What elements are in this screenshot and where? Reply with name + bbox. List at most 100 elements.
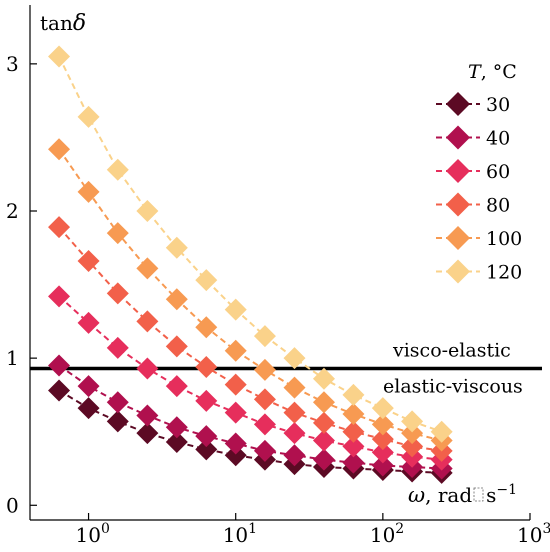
data-point bbox=[312, 448, 335, 471]
series-100 bbox=[48, 138, 453, 452]
legend-marker bbox=[446, 226, 470, 250]
data-point bbox=[48, 285, 71, 308]
data-point bbox=[77, 250, 100, 273]
data-point bbox=[283, 376, 306, 399]
data-point bbox=[312, 391, 335, 414]
series-120 bbox=[48, 45, 453, 443]
x-tick-label: 103 bbox=[517, 521, 550, 547]
data-point bbox=[342, 383, 365, 406]
x-tick-label: 101 bbox=[223, 521, 257, 547]
y-tick-label: 3 bbox=[6, 52, 19, 76]
series-80 bbox=[48, 216, 453, 462]
x-axis-title-dot-box bbox=[473, 487, 484, 502]
legend-label: 100 bbox=[486, 228, 522, 250]
data-point bbox=[224, 444, 247, 467]
y-tick-label: 1 bbox=[6, 346, 19, 370]
data-point bbox=[342, 435, 365, 458]
data-point bbox=[312, 367, 335, 390]
data-point bbox=[77, 105, 100, 128]
legend-item-80: 80 bbox=[436, 192, 510, 217]
data-point bbox=[106, 336, 129, 359]
data-point bbox=[77, 375, 100, 398]
legend-item-40: 40 bbox=[436, 125, 510, 150]
data-point bbox=[371, 397, 394, 420]
data-point bbox=[253, 325, 276, 348]
data-point bbox=[48, 379, 71, 402]
reference-label-below: elastic-viscous bbox=[383, 375, 523, 397]
data-point bbox=[77, 397, 100, 420]
data-point bbox=[48, 138, 71, 161]
x-tick-label: 100 bbox=[76, 521, 110, 547]
data-point bbox=[195, 269, 218, 292]
data-point bbox=[195, 355, 218, 378]
data-point bbox=[371, 454, 394, 477]
data-point bbox=[136, 357, 159, 380]
data-point bbox=[195, 438, 218, 461]
data-point bbox=[224, 401, 247, 424]
data-point bbox=[106, 391, 129, 414]
data-point bbox=[195, 425, 218, 448]
y-tick-label: 0 bbox=[6, 493, 19, 517]
data-point bbox=[136, 404, 159, 427]
legend-label: 120 bbox=[486, 262, 522, 284]
data-point bbox=[371, 428, 394, 451]
data-point bbox=[283, 347, 306, 370]
data-point bbox=[106, 410, 129, 433]
x-tick-label: 102 bbox=[370, 521, 404, 547]
data-point bbox=[165, 431, 188, 454]
data-point bbox=[136, 200, 159, 222]
data-point bbox=[224, 373, 247, 396]
y-tick-label: 2 bbox=[6, 199, 19, 223]
data-point bbox=[48, 354, 71, 377]
data-point bbox=[136, 257, 159, 280]
legend-marker bbox=[446, 192, 470, 217]
legend-label: 40 bbox=[486, 128, 510, 150]
data-point bbox=[283, 401, 306, 424]
legend-title: T, °C bbox=[468, 61, 517, 83]
data-point bbox=[342, 420, 365, 443]
legend-label: 60 bbox=[486, 161, 510, 183]
legend-marker bbox=[446, 92, 470, 116]
data-point bbox=[136, 310, 159, 333]
data-point bbox=[283, 444, 306, 467]
data-point bbox=[106, 222, 129, 245]
data-point bbox=[253, 358, 276, 381]
data-point bbox=[77, 311, 100, 334]
legend-marker bbox=[446, 259, 470, 284]
data-point bbox=[430, 420, 453, 443]
reference-label-above: visco-elastic bbox=[392, 339, 511, 361]
x-axis-title: ω, rad s−1 bbox=[408, 482, 517, 507]
data-point bbox=[48, 216, 71, 239]
data-point bbox=[401, 422, 424, 445]
data-point bbox=[165, 335, 188, 358]
data-point bbox=[312, 411, 335, 434]
data-point bbox=[224, 432, 247, 455]
y-axis-title: tanδ bbox=[40, 11, 86, 36]
axes bbox=[29, 5, 530, 521]
legend-label: 80 bbox=[486, 195, 510, 217]
data-point bbox=[136, 422, 159, 445]
legend: T, °C 30 40 60 80 100 120 bbox=[436, 61, 522, 284]
data-point bbox=[371, 413, 394, 436]
data-point bbox=[165, 236, 188, 259]
ticks: 100 101 102 103 0 1 2 3 bbox=[6, 52, 550, 547]
legend-marker bbox=[446, 125, 470, 150]
data-point bbox=[48, 45, 71, 68]
legend-label: 30 bbox=[486, 94, 510, 116]
data-point bbox=[371, 441, 394, 464]
legend-item-60: 60 bbox=[436, 159, 510, 183]
data-point bbox=[165, 375, 188, 398]
data-point bbox=[224, 298, 247, 321]
data-point bbox=[165, 288, 188, 311]
data-point bbox=[253, 439, 276, 462]
data-point bbox=[342, 451, 365, 474]
data-point bbox=[195, 316, 218, 339]
legend-item-120: 120 bbox=[436, 259, 522, 284]
data-point bbox=[224, 339, 247, 362]
data-point bbox=[312, 429, 335, 452]
data-point bbox=[342, 403, 365, 426]
data-point bbox=[106, 282, 129, 305]
data-point bbox=[401, 410, 424, 433]
reference-line-group: visco-elastic elastic-viscous bbox=[30, 339, 542, 397]
